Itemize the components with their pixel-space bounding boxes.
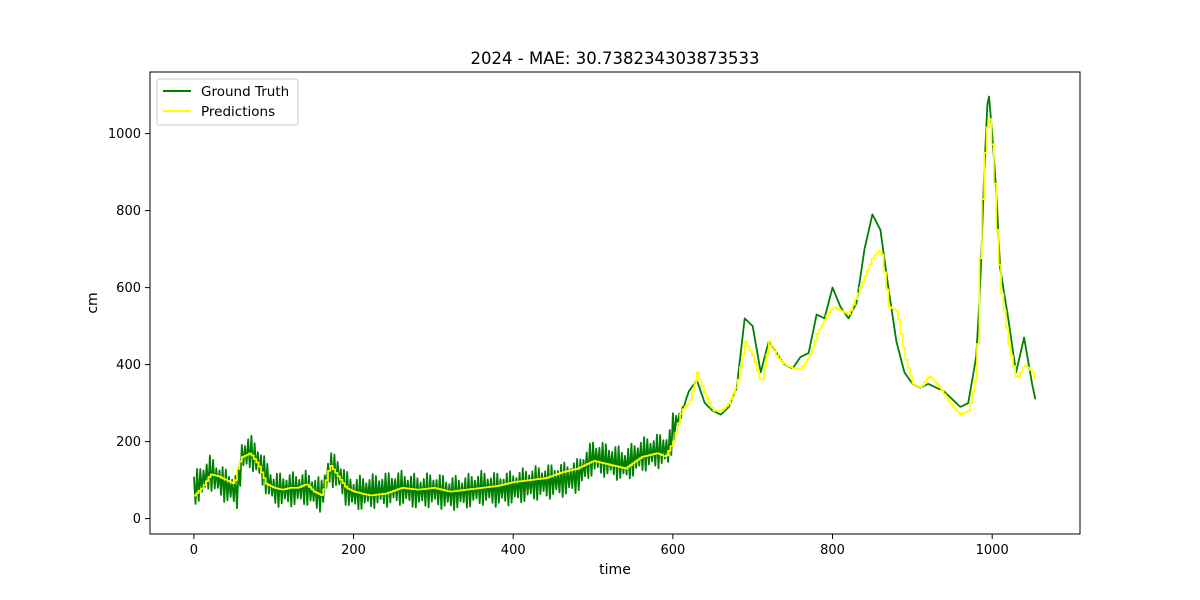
legend: Ground Truth Predictions	[156, 78, 299, 126]
y-axis-ticks: 0 200 400 600 800 1000	[108, 127, 150, 527]
series-line-predictions	[193, 118, 1036, 497]
y-tick-label: 800	[116, 204, 141, 219]
x-tick-label: 1000	[976, 543, 1009, 558]
y-axis-label: cm	[85, 292, 101, 313]
series-layer	[193, 95, 1037, 513]
chart-title: 2024 - MAE: 30.738234303873533	[471, 49, 760, 68]
y-tick-label: 600	[116, 281, 141, 296]
legend-label-ground-truth: Ground Truth	[201, 84, 289, 100]
y-tick-label: 0	[133, 512, 141, 527]
x-tick-label: 0	[190, 543, 198, 558]
x-tick-label: 800	[820, 543, 845, 558]
x-axis-label: time	[599, 562, 631, 578]
y-tick-label: 1000	[108, 127, 141, 142]
legend-label-predictions: Predictions	[201, 104, 275, 120]
x-tick-label: 600	[660, 543, 685, 558]
x-tick-label: 400	[501, 543, 526, 558]
series-line-ground-truth	[193, 95, 1037, 513]
x-tick-label: 200	[341, 543, 366, 558]
x-axis-ticks: 0 200 400 600 800 1000	[190, 534, 1009, 558]
plot-frame	[149, 71, 1081, 535]
y-tick-label: 200	[116, 435, 141, 450]
legend-box	[156, 78, 299, 126]
y-tick-label: 400	[116, 358, 141, 373]
